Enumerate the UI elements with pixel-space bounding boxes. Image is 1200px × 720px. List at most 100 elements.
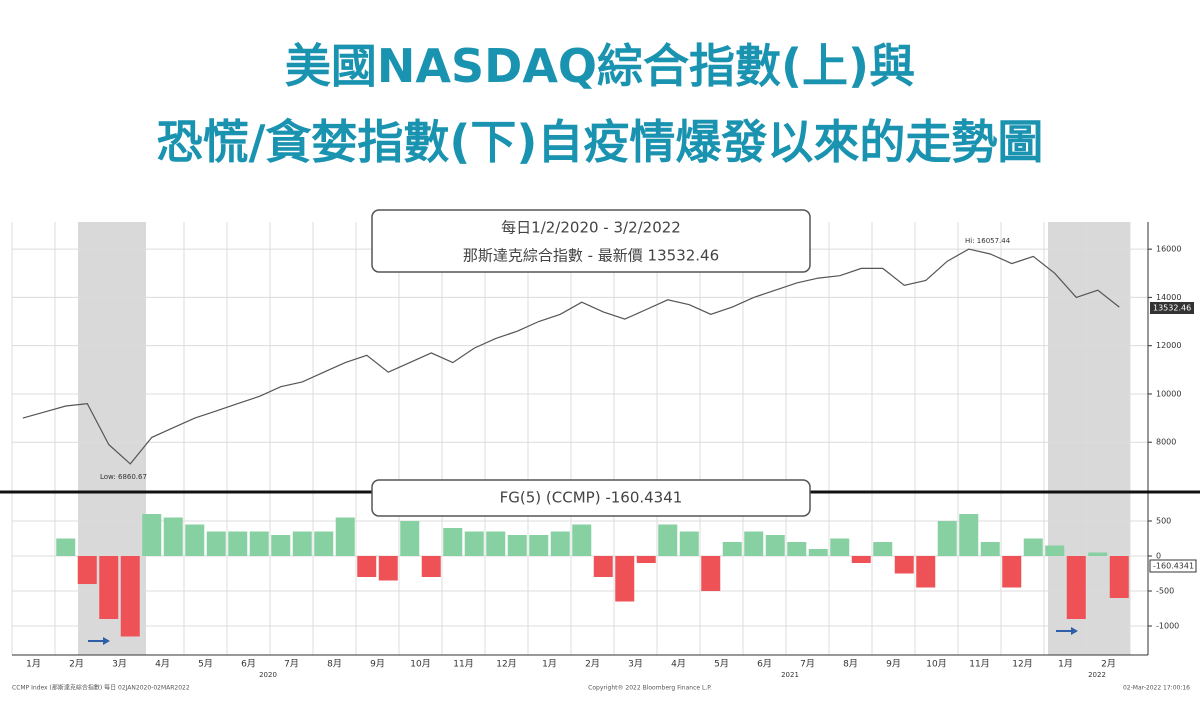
bar — [77, 556, 97, 584]
bar — [120, 556, 140, 637]
annotation: Low: 6860.67 — [100, 473, 147, 481]
bar — [1002, 556, 1022, 588]
bar — [292, 531, 312, 556]
x-tick-label: 8月 — [843, 659, 858, 670]
x-tick-label: 10月 — [926, 659, 946, 670]
bar — [658, 524, 678, 556]
bar — [400, 521, 420, 556]
info-box — [371, 479, 811, 517]
bar — [314, 531, 334, 556]
x-tick-label: 1月 — [1058, 659, 1073, 670]
x-tick-label: 6月 — [241, 659, 256, 670]
bar — [873, 542, 893, 556]
x-tick-label: 10月 — [410, 659, 430, 670]
bar — [507, 535, 527, 556]
bar — [529, 535, 549, 556]
y-tick-label: 500 — [1156, 517, 1171, 526]
bar — [357, 556, 377, 577]
x-tick-label: 4月 — [671, 659, 686, 670]
bar — [765, 535, 785, 556]
year-label: 2022 — [1088, 671, 1106, 679]
y-tick-label: 10000 — [1156, 389, 1181, 398]
bar — [142, 514, 162, 556]
year-label: 2020 — [259, 671, 277, 679]
bar — [443, 528, 463, 556]
x-tick-label: 12月 — [1012, 659, 1032, 670]
last-label: -160.4341 — [1153, 562, 1194, 571]
x-tick-label: 9月 — [370, 659, 385, 670]
year-label: 2021 — [781, 671, 799, 679]
bar — [1088, 552, 1108, 556]
last-label-box — [1150, 302, 1194, 314]
y-tick-label: -1000 — [1156, 622, 1179, 631]
bar — [894, 556, 914, 574]
bar — [787, 542, 807, 556]
bar — [959, 514, 979, 556]
x-tick-label: 7月 — [284, 659, 299, 670]
title: 美國NASDAQ綜合指數(上)與 — [284, 39, 916, 93]
bar — [486, 531, 506, 556]
bar — [593, 556, 613, 577]
bar — [679, 531, 699, 556]
footer: CCMP Index (那斯達克綜合指數) 每日 02JAN2020-02MAR… — [12, 684, 190, 692]
bar — [550, 531, 570, 556]
x-tick-label: 3月 — [112, 659, 127, 670]
arrow-head — [1071, 627, 1078, 635]
y-tick-label: 0 — [1156, 552, 1161, 561]
bar — [830, 538, 850, 556]
bar — [56, 538, 76, 556]
bar — [163, 517, 183, 556]
bar — [744, 531, 764, 556]
bar — [249, 531, 269, 556]
bar — [1045, 545, 1065, 556]
bar — [335, 517, 355, 556]
x-tick-label: 1月 — [542, 659, 557, 670]
bar — [206, 531, 226, 556]
bar — [916, 556, 936, 588]
bar — [615, 556, 635, 602]
bar — [228, 531, 248, 556]
y-tick-label: 14000 — [1156, 293, 1181, 302]
x-tick-label: 5月 — [714, 659, 729, 670]
x-tick-label: 5月 — [198, 659, 213, 670]
y-tick-label: 16000 — [1156, 245, 1181, 254]
x-tick-label: 2月 — [69, 659, 84, 670]
bar — [851, 556, 871, 563]
info-text: 每日1/2/2020 - 3/2/2022 — [501, 219, 681, 237]
bar — [722, 542, 742, 556]
bar — [937, 521, 957, 556]
x-tick-label: 11月 — [453, 659, 473, 670]
bar — [980, 542, 1000, 556]
bar — [271, 535, 291, 556]
bar — [1066, 556, 1086, 619]
x-tick-label: 2月 — [1101, 659, 1116, 670]
bar — [421, 556, 441, 577]
x-tick-label: 4月 — [155, 659, 170, 670]
bar — [378, 556, 398, 581]
bar — [99, 556, 119, 619]
x-tick-label: 7月 — [800, 659, 815, 670]
y-tick-label: 12000 — [1156, 341, 1181, 350]
bar — [1109, 556, 1129, 598]
bar — [808, 549, 828, 556]
last-label-box — [1149, 559, 1197, 573]
x-tick-label: 11月 — [969, 659, 989, 670]
bar — [701, 556, 721, 591]
bar — [572, 524, 592, 556]
y-tick-label: 8000 — [1156, 438, 1176, 447]
info-text: 那斯達克綜合指數 - 最新價 13532.46 — [463, 247, 719, 265]
footer: 02-Mar-2022 17:00:16 — [1123, 685, 1190, 692]
x-tick-label: 12月 — [496, 659, 516, 670]
x-tick-label: 3月 — [628, 659, 643, 670]
x-tick-label: 8月 — [327, 659, 342, 670]
bar — [464, 531, 484, 556]
bar — [185, 524, 205, 556]
x-tick-label: 1月 — [26, 659, 41, 670]
arrow-head — [103, 637, 110, 645]
bar — [1023, 538, 1043, 556]
info-text: FG(5) (CCMP) -160.4341 — [500, 489, 683, 507]
annotation: Hi: 16057.44 — [965, 237, 1011, 245]
x-tick-label: 9月 — [886, 659, 901, 670]
price-line — [22, 248, 1120, 465]
